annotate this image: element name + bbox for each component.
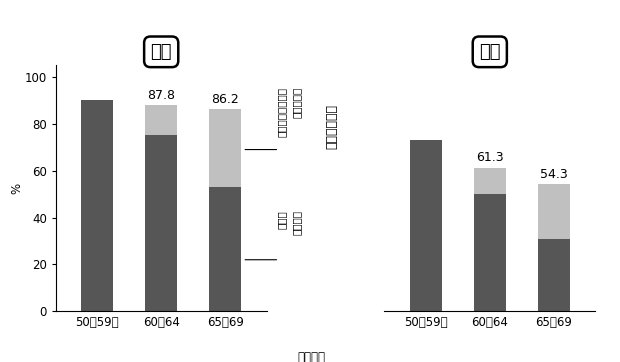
Text: 潜在的就業率: 潜在的就業率 [326,104,338,149]
Bar [474,168,506,194]
Y-axis label: %: % [10,183,23,194]
Bar [209,187,241,311]
Bar [474,194,506,311]
Text: られる余地: られる余地 [291,87,301,118]
Bar [145,105,177,135]
Text: 就業率の: 就業率の [291,210,301,235]
Bar [410,140,442,311]
Text: 就業率の引き上げ: 就業率の引き上げ [277,87,287,137]
Bar [538,239,570,311]
Text: 54.3: 54.3 [540,168,567,181]
Text: 86.2: 86.2 [211,93,239,106]
Bar [81,100,113,311]
Text: 実際の: 実際の [277,210,287,229]
Text: 年齢階級: 年齢階級 [298,351,326,362]
Text: 61.3: 61.3 [476,151,503,164]
Text: 87.8: 87.8 [147,89,175,102]
Bar [209,109,241,187]
Bar [538,184,570,239]
Title: 男性: 男性 [151,43,172,61]
Bar [145,135,177,311]
Title: 女性: 女性 [479,43,500,61]
